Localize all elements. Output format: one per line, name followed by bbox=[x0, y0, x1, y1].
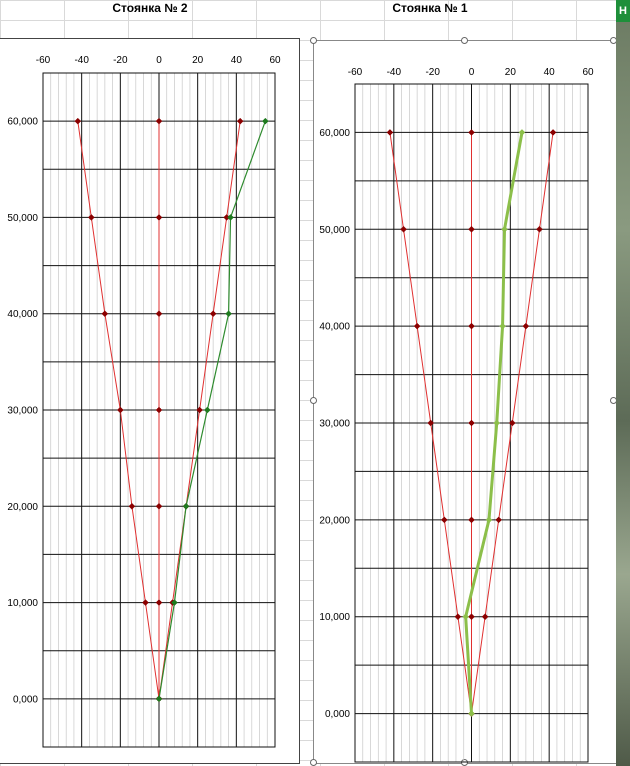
chart-title-stoyanka-1: Стоянка № 1 bbox=[392, 1, 468, 15]
data-point-marker bbox=[518, 129, 526, 136]
x-tick-label: -40 bbox=[387, 67, 402, 78]
x-tick-label: 40 bbox=[544, 67, 556, 78]
plot-border bbox=[354, 83, 589, 763]
data-point-marker bbox=[485, 516, 493, 524]
x-tick-label: -60 bbox=[36, 55, 51, 66]
data-point-marker bbox=[454, 613, 462, 621]
data-point-marker bbox=[508, 419, 516, 427]
x-tick-label: -20 bbox=[113, 55, 128, 66]
data-point-marker bbox=[155, 214, 163, 221]
data-point-marker bbox=[400, 225, 407, 233]
y-tick-label: 50,000 bbox=[7, 213, 38, 224]
data-point-marker bbox=[499, 322, 506, 330]
data-point-marker bbox=[87, 214, 95, 221]
data-point-marker bbox=[481, 613, 489, 621]
data-point-marker bbox=[501, 225, 508, 233]
data-point-marker bbox=[203, 406, 211, 414]
data-point-marker bbox=[522, 322, 530, 330]
data-point-marker bbox=[155, 502, 163, 510]
data-point-marker bbox=[209, 310, 217, 318]
y-tick-label: 50,000 bbox=[319, 225, 350, 236]
y-tick-label: 30,000 bbox=[7, 406, 38, 417]
data-point-marker bbox=[495, 516, 503, 524]
data-point-marker bbox=[236, 117, 244, 125]
y-tick-label: 20,000 bbox=[319, 515, 350, 526]
y-tick-label: 0,000 bbox=[13, 694, 38, 705]
data-point-marker bbox=[468, 129, 475, 136]
data-point-marker bbox=[116, 406, 124, 414]
resize-handle-middle-left[interactable] bbox=[310, 397, 317, 404]
data-point-marker bbox=[536, 225, 543, 233]
y-tick-label: 10,000 bbox=[7, 598, 38, 609]
x-tick-label: 20 bbox=[505, 67, 517, 78]
sheet-edge-tab[interactable]: Н bbox=[616, 0, 630, 22]
x-tick-label: 40 bbox=[231, 55, 243, 66]
data-point-marker bbox=[468, 225, 475, 233]
x-tick-label: -20 bbox=[425, 67, 440, 78]
x-tick-label: -40 bbox=[74, 55, 89, 66]
chart-area-stoyanka-2[interactable] bbox=[0, 38, 300, 764]
data-point-marker bbox=[101, 310, 109, 318]
data-point-marker bbox=[227, 214, 234, 221]
data-point-marker bbox=[74, 117, 82, 125]
data-point-marker bbox=[261, 117, 269, 125]
data-point-marker bbox=[155, 117, 163, 125]
y-tick-label: 60,000 bbox=[319, 128, 350, 139]
background-photo-strip bbox=[616, 0, 630, 766]
y-tick-label: 20,000 bbox=[7, 502, 38, 513]
x-tick-label: 0 bbox=[156, 55, 162, 66]
data-point-marker bbox=[462, 613, 470, 621]
data-point-marker bbox=[468, 613, 475, 621]
data-point-marker bbox=[468, 322, 475, 330]
data-point-marker bbox=[413, 322, 421, 330]
data-point-marker bbox=[155, 406, 163, 414]
y-tick-label: 0,000 bbox=[325, 709, 350, 720]
data-point-marker bbox=[549, 129, 557, 136]
data-point-marker bbox=[493, 419, 501, 427]
data-point-marker bbox=[386, 129, 394, 136]
data-point-marker bbox=[468, 710, 475, 717]
data-point-marker bbox=[142, 599, 149, 606]
y-tick-label: 60,000 bbox=[7, 117, 38, 128]
data-point-marker bbox=[468, 419, 475, 427]
x-tick-label: 0 bbox=[469, 67, 475, 78]
x-tick-label: 60 bbox=[582, 67, 594, 78]
y-tick-label: 40,000 bbox=[7, 309, 38, 320]
data-point-marker bbox=[155, 599, 163, 606]
data-point-marker bbox=[427, 419, 435, 427]
data-point-marker bbox=[225, 310, 232, 318]
charts-canvas: -60 -40 -20 0 20 40 60 0,000 10,000 20,000 30,000 4… bbox=[7, 55, 594, 763]
x-tick-label: 20 bbox=[192, 55, 204, 66]
data-point-marker bbox=[171, 599, 178, 606]
data-point-marker bbox=[182, 502, 190, 510]
y-tick-label: 10,000 bbox=[319, 612, 350, 623]
data-point-marker bbox=[155, 695, 163, 703]
data-point-marker bbox=[468, 516, 475, 524]
data-point-marker bbox=[196, 406, 203, 414]
resize-handle-top-left[interactable] bbox=[310, 37, 317, 44]
data-point-marker bbox=[128, 502, 136, 510]
resize-handle-top-middle[interactable] bbox=[461, 37, 468, 44]
data-point-marker bbox=[155, 310, 163, 318]
y-tick-label: 30,000 bbox=[319, 419, 350, 430]
plot-border bbox=[42, 72, 276, 748]
x-tick-label: -60 bbox=[348, 67, 363, 78]
data-point-marker bbox=[440, 516, 448, 524]
y-tick-label: 40,000 bbox=[319, 322, 350, 333]
x-tick-label: 60 bbox=[269, 55, 281, 66]
chart-title-stoyanka-2: Стоянка № 2 bbox=[112, 1, 188, 15]
